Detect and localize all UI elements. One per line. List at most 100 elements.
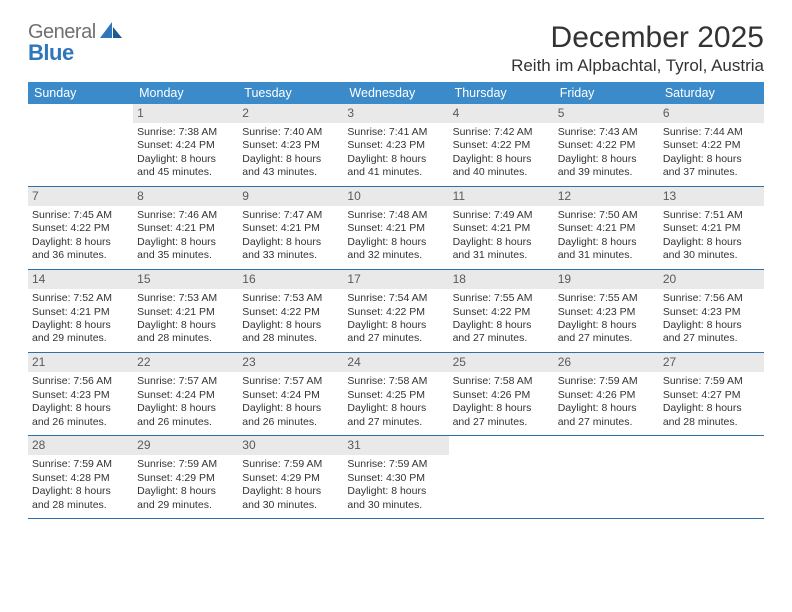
day-info: Sunrise: 7:55 AMSunset: 4:22 PMDaylight:…: [453, 292, 550, 346]
day-info-line: Sunrise: 7:51 AM: [663, 209, 760, 222]
day-info-line: and 26 minutes.: [32, 416, 129, 429]
day-info-line: Sunset: 4:23 PM: [242, 139, 339, 152]
day-info: Sunrise: 7:44 AMSunset: 4:22 PMDaylight:…: [663, 126, 760, 180]
day-info: Sunrise: 7:48 AMSunset: 4:21 PMDaylight:…: [347, 209, 444, 263]
day-info-line: Daylight: 8 hours: [242, 485, 339, 498]
day-info-line: Sunset: 4:23 PM: [347, 139, 444, 152]
day-info-line: and 30 minutes.: [347, 499, 444, 512]
day-header: Monday: [133, 82, 238, 104]
day-info-line: and 27 minutes.: [453, 416, 550, 429]
day-info-line: Daylight: 8 hours: [137, 319, 234, 332]
title-block: December 2025 Reith im Alpbachtal, Tyrol…: [511, 22, 764, 76]
topbar: General Blue December 2025 Reith im Alpb…: [28, 22, 764, 76]
day-info: Sunrise: 7:46 AMSunset: 4:21 PMDaylight:…: [137, 209, 234, 263]
day-info-line: Sunrise: 7:59 AM: [558, 375, 655, 388]
day-info-line: and 27 minutes.: [453, 332, 550, 345]
day-info: Sunrise: 7:59 AMSunset: 4:29 PMDaylight:…: [137, 458, 234, 512]
day-info-line: and 26 minutes.: [137, 416, 234, 429]
day-header: Wednesday: [343, 82, 448, 104]
day-info-line: Daylight: 8 hours: [558, 319, 655, 332]
day-info-line: Daylight: 8 hours: [347, 485, 444, 498]
day-info-line: and 31 minutes.: [453, 249, 550, 262]
day-number: 28: [28, 436, 133, 455]
day-info: Sunrise: 7:59 AMSunset: 4:26 PMDaylight:…: [558, 375, 655, 429]
day-info-line: Sunrise: 7:59 AM: [32, 458, 129, 471]
day-number: 23: [238, 353, 343, 372]
day-info: Sunrise: 7:54 AMSunset: 4:22 PMDaylight:…: [347, 292, 444, 346]
day-number: 25: [449, 353, 554, 372]
day-header: Thursday: [449, 82, 554, 104]
day-number: 17: [343, 270, 448, 289]
week-row: 1Sunrise: 7:38 AMSunset: 4:24 PMDaylight…: [28, 104, 764, 187]
day-info-line: Sunrise: 7:45 AM: [32, 209, 129, 222]
day-info-line: Daylight: 8 hours: [347, 153, 444, 166]
month-title: December 2025: [511, 22, 764, 54]
day-info: Sunrise: 7:41 AMSunset: 4:23 PMDaylight:…: [347, 126, 444, 180]
day-number: 6: [659, 104, 764, 123]
day-info-line: Sunset: 4:29 PM: [242, 472, 339, 485]
day-cell: 23Sunrise: 7:57 AMSunset: 4:24 PMDayligh…: [238, 352, 343, 435]
day-info-line: and 41 minutes.: [347, 166, 444, 179]
day-cell: 26 Sunrise: 7:59 AMSunset: 4:26 PMDayligh…: [554, 352, 659, 435]
day-cell: 24Sunrise: 7:58 AMSunset: 4:25 PMDayligh…: [343, 352, 448, 435]
day-info-line: Sunset: 4:21 PM: [663, 222, 760, 235]
day-info-line: Sunrise: 7:53 AM: [242, 292, 339, 305]
day-info-line: and 28 minutes.: [663, 416, 760, 429]
week-row: 14Sunrise: 7:52 AMSunset: 4:21 PMDayligh…: [28, 269, 764, 352]
day-info-line: Sunset: 4:21 PM: [242, 222, 339, 235]
day-info-line: Daylight: 8 hours: [663, 153, 760, 166]
day-info-line: and 35 minutes.: [137, 249, 234, 262]
day-info-line: Sunrise: 7:54 AM: [347, 292, 444, 305]
day-number: 31: [343, 436, 448, 455]
day-cell: 4Sunrise: 7:42 AMSunset: 4:22 PMDaylight…: [449, 104, 554, 187]
day-info-line: Sunrise: 7:55 AM: [453, 292, 550, 305]
logo-text-2: Blue: [28, 42, 122, 64]
day-info: Sunrise: 7:59 AMSunset: 4:28 PMDaylight:…: [32, 458, 129, 512]
day-header: Saturday: [659, 82, 764, 104]
day-info-line: and 28 minutes.: [137, 332, 234, 345]
day-cell: 5Sunrise: 7:43 AMSunset: 4:22 PMDaylight…: [554, 104, 659, 187]
day-info-line: Sunrise: 7:49 AM: [453, 209, 550, 222]
day-cell: [449, 435, 554, 518]
day-info-line: Sunset: 4:21 PM: [558, 222, 655, 235]
day-cell: 14Sunrise: 7:52 AMSunset: 4:21 PMDayligh…: [28, 269, 133, 352]
logo: General Blue: [28, 22, 122, 64]
day-info-line: Daylight: 8 hours: [137, 402, 234, 415]
day-info: Sunrise: 7:51 AMSunset: 4:21 PMDaylight:…: [663, 209, 760, 263]
day-info-line: Sunset: 4:21 PM: [137, 222, 234, 235]
day-cell: 6 Sunrise: 7:44 AMSunset: 4:22 PMDaylight…: [659, 104, 764, 187]
week-row: 28 Sunrise: 7:59 AMSunset: 4:28 PMDayligh…: [28, 435, 764, 518]
day-cell: 29Sunrise: 7:59 AMSunset: 4:29 PMDayligh…: [133, 435, 238, 518]
day-info-line: and 40 minutes.: [453, 166, 550, 179]
day-info-line: Daylight: 8 hours: [453, 153, 550, 166]
day-cell: 9Sunrise: 7:47 AMSunset: 4:21 PMDaylight…: [238, 186, 343, 269]
day-info-line: Sunset: 4:24 PM: [137, 139, 234, 152]
day-info-line: Sunset: 4:21 PM: [347, 222, 444, 235]
day-cell: 8Sunrise: 7:46 AMSunset: 4:21 PMDaylight…: [133, 186, 238, 269]
day-info-line: Sunset: 4:23 PM: [558, 306, 655, 319]
day-cell: 15Sunrise: 7:53 AMSunset: 4:21 PMDayligh…: [133, 269, 238, 352]
day-info: Sunrise: 7:56 AMSunset: 4:23 PMDaylight:…: [663, 292, 760, 346]
day-cell: 1Sunrise: 7:38 AMSunset: 4:24 PMDaylight…: [133, 104, 238, 187]
day-info-line: Sunset: 4:22 PM: [453, 139, 550, 152]
day-info-line: and 26 minutes.: [242, 416, 339, 429]
day-number: [449, 436, 554, 455]
day-cell: 17 Sunrise: 7:54 AMSunset: 4:22 PMDayligh…: [343, 269, 448, 352]
day-info-line: Sunrise: 7:47 AM: [242, 209, 339, 222]
calendar-page: General Blue December 2025 Reith im Alpb…: [0, 0, 792, 531]
day-info-line: Sunset: 4:23 PM: [32, 389, 129, 402]
day-number: 12: [554, 187, 659, 206]
day-info-line: Sunrise: 7:38 AM: [137, 126, 234, 139]
day-info-line: and 30 minutes.: [663, 249, 760, 262]
day-info-line: Sunrise: 7:59 AM: [242, 458, 339, 471]
day-number: 26: [554, 353, 659, 372]
day-cell: 31Sunrise: 7:59 AMSunset: 4:30 PMDayligh…: [343, 435, 448, 518]
day-cell: [659, 435, 764, 518]
day-number: 10: [343, 187, 448, 206]
day-info: Sunrise: 7:53 AMSunset: 4:22 PMDaylight:…: [242, 292, 339, 346]
day-cell: 21Sunrise: 7:56 AMSunset: 4:23 PMDayligh…: [28, 352, 133, 435]
day-info-line: Daylight: 8 hours: [347, 402, 444, 415]
day-info: Sunrise: 7:47 AMSunset: 4:21 PMDaylight:…: [242, 209, 339, 263]
day-info-line: Sunrise: 7:42 AM: [453, 126, 550, 139]
day-cell: 7Sunrise: 7:45 AMSunset: 4:22 PMDaylight…: [28, 186, 133, 269]
